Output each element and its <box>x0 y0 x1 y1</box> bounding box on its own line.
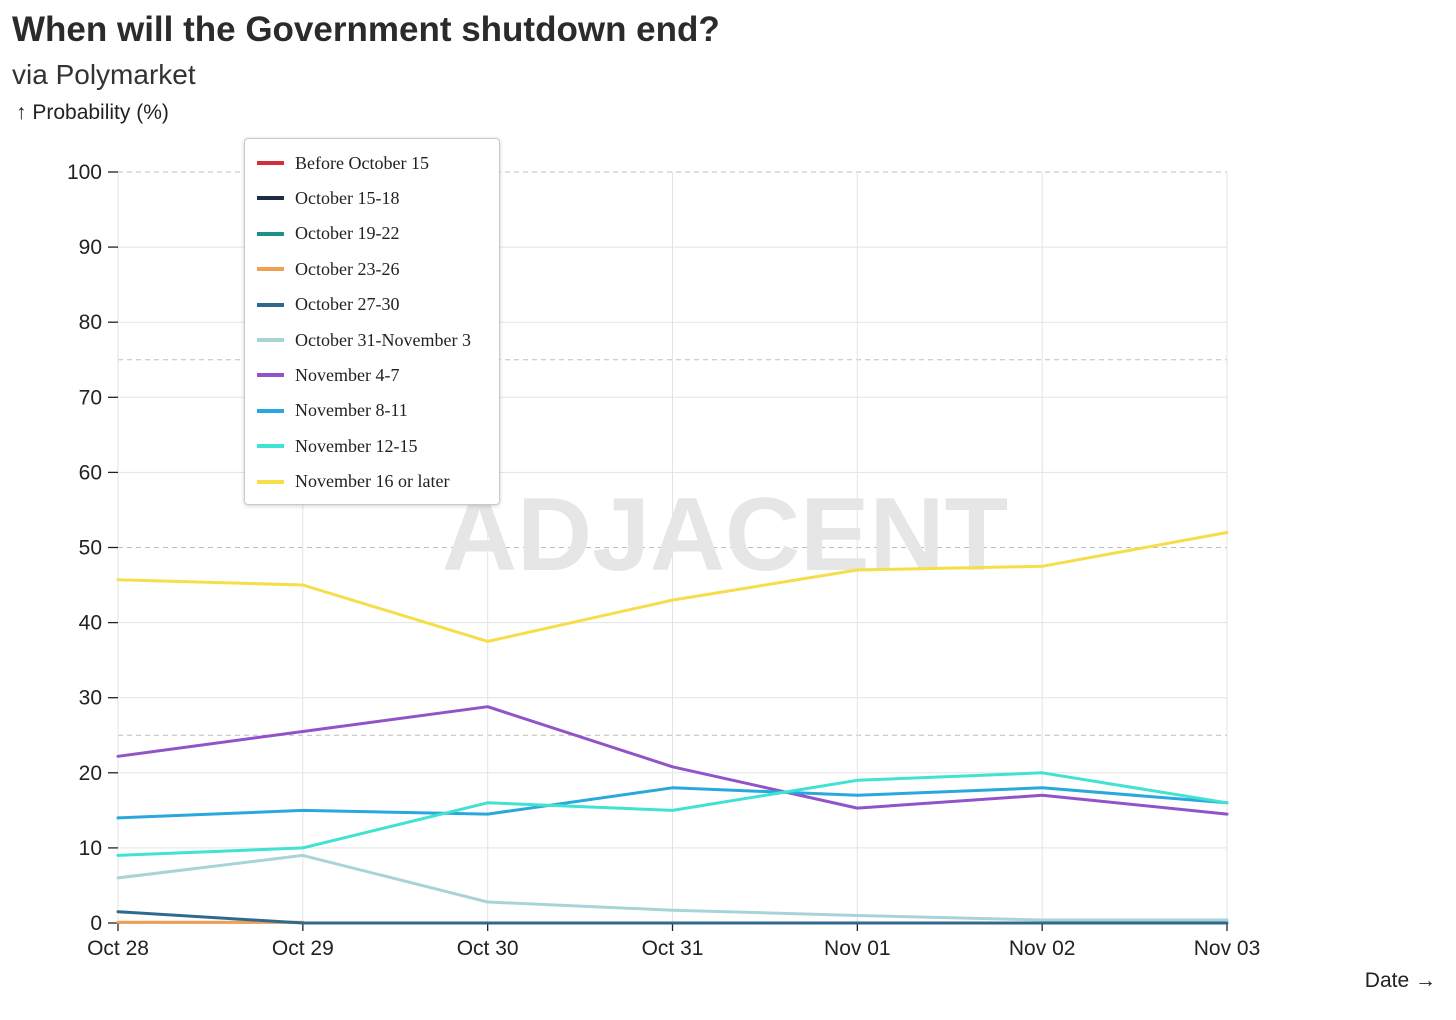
legend-label: Before October 15 <box>295 152 429 173</box>
legend-item: October 15-18 <box>257 186 399 210</box>
chart-title: When will the Government shutdown end? <box>12 10 720 49</box>
y-tick-label: 10 <box>79 837 102 860</box>
legend-item: November 12-15 <box>257 434 417 458</box>
legend-swatch <box>257 161 284 165</box>
legend-swatch <box>257 231 284 236</box>
x-tick-label: Nov 02 <box>1009 937 1076 960</box>
legend-label: October 23-26 <box>295 258 400 279</box>
legend-label: November 4-7 <box>295 364 400 385</box>
x-axis-label: Date → <box>1364 969 1436 992</box>
x-tick-label: Nov 03 <box>1194 937 1261 960</box>
y-tick-label: 0 <box>90 912 102 935</box>
legend-swatch <box>257 479 284 484</box>
series-lines <box>116 531 1229 925</box>
y-tick-label: 50 <box>79 537 102 560</box>
legend-swatch <box>257 408 284 413</box>
x-tick-label: Oct 31 <box>642 937 704 960</box>
legend-swatch <box>257 196 284 201</box>
y-tick-label: 70 <box>79 386 102 409</box>
legend-item: October 31-November 3 <box>257 328 471 352</box>
series-line-november-12-15 <box>116 771 1229 857</box>
legend-label: October 19-22 <box>295 223 400 244</box>
legend-item: November 8-11 <box>257 399 408 423</box>
chart-legend: Before October 15 October 15-18 October 19… <box>244 138 500 505</box>
y-tick-label: 40 <box>79 612 102 635</box>
legend-item: Before October 15 <box>257 151 429 175</box>
series-line-november-8-11 <box>116 786 1229 820</box>
legend-item: November 4-7 <box>257 363 399 387</box>
legend-label: October 15-18 <box>295 187 400 208</box>
y-tick-label: 100 <box>67 161 102 184</box>
x-tick-label: Oct 29 <box>272 937 334 960</box>
legend-label: November 12-15 <box>295 435 418 456</box>
y-tick-label: 90 <box>79 236 102 259</box>
legend-swatch <box>257 338 284 342</box>
legend-label: October 31-November 3 <box>295 329 471 350</box>
y-axis-label: ↑ Probability (%) <box>16 101 169 124</box>
x-tick-label: Nov 01 <box>824 937 891 960</box>
series-line-october-27-30 <box>116 910 1229 925</box>
legend-item: October 27-30 <box>257 293 399 317</box>
legend-label: November 16 or later <box>295 471 450 492</box>
y-tick-label: 80 <box>79 311 102 334</box>
watermark-text: ADJACENT <box>442 477 1008 593</box>
legend-label: October 27-30 <box>295 294 400 315</box>
series-line-november-16-or-later <box>116 531 1229 643</box>
series-line-november-4-7 <box>116 705 1229 816</box>
x-tick-label: Oct 30 <box>457 937 519 960</box>
y-tick-label: 60 <box>79 461 102 484</box>
y-tick-label: 30 <box>79 687 102 710</box>
y-tick-label: 20 <box>79 762 102 785</box>
legend-swatch <box>257 373 284 378</box>
chart-subtitle: via Polymarket <box>12 59 196 90</box>
legend-label: November 8-11 <box>295 400 408 421</box>
legend-item: November 16 or later <box>257 470 449 494</box>
legend-swatch <box>257 302 284 307</box>
x-tick-label: Oct 28 <box>87 937 149 960</box>
legend-item: October 23-26 <box>257 257 399 281</box>
legend-swatch <box>257 267 284 272</box>
legend-item: October 19-22 <box>257 222 399 246</box>
legend-swatch <box>257 444 284 449</box>
series-line-october-31-november-3 <box>116 853 1229 922</box>
